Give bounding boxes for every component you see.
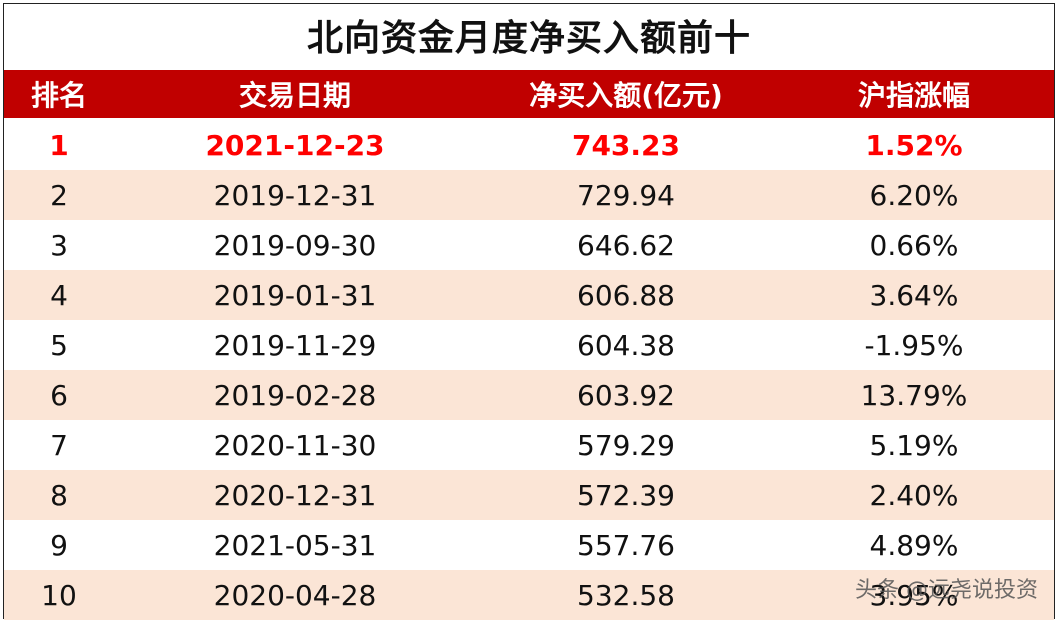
change-cell: 2.40%: [869, 478, 959, 512]
table-row: 1 2021-12-23 743.23 1.52%: [4, 120, 1054, 170]
table-frame: 北向资金月度净买入额前十 排名 交易日期 净买入额(亿元) 沪指涨幅 1 202…: [3, 3, 1055, 620]
rank-cell: 7: [50, 428, 68, 462]
rank-cell: 1: [49, 128, 69, 162]
change-cell: 3.95%: [869, 578, 959, 612]
table-row: 8 2020-12-31 572.39 2.40%: [4, 470, 1054, 520]
rank-cell: 3: [50, 228, 68, 262]
date-cell: 2019-01-31: [213, 278, 377, 312]
rank-cell: 2: [50, 178, 68, 212]
table-row: 6 2019-02-28 603.92 13.79%: [4, 370, 1054, 420]
header-row: 排名 交易日期 净买入额(亿元) 沪指涨幅: [4, 70, 1054, 118]
date-cell: 2019-12-31: [213, 178, 377, 212]
change-cell: -1.95%: [864, 328, 964, 362]
date-cell: 2019-09-30: [213, 228, 377, 262]
rank-cell: 6: [50, 378, 68, 412]
amount-cell: 604.38: [577, 328, 675, 362]
table-row: 5 2019-11-29 604.38 -1.95%: [4, 320, 1054, 370]
amount-cell: 743.23: [571, 128, 681, 162]
rank-cell: 9: [50, 528, 68, 562]
watermark: 头条 @远尧说投资: [855, 578, 1038, 603]
date-cell: 2020-04-28: [213, 578, 377, 612]
date-cell: 2020-11-30: [213, 428, 377, 462]
change-cell: 6.20%: [869, 178, 959, 212]
table-row: 9 2021-05-31 557.76 4.89%: [4, 520, 1054, 570]
header-change: 沪指涨幅: [857, 79, 970, 112]
amount-cell: 532.58: [577, 578, 675, 612]
change-cell: 3.64%: [869, 278, 959, 312]
date-cell: 2020-12-31: [213, 478, 377, 512]
table-row: 4 2019-01-31 606.88 3.64%: [4, 270, 1054, 320]
rank-cell: 4: [50, 278, 68, 312]
table-title: 北向资金月度净买入额前十: [306, 18, 751, 59]
amount-cell: 606.88: [577, 278, 675, 312]
header-rank: 排名: [30, 79, 87, 112]
amount-cell: 603.92: [577, 378, 675, 412]
date-cell: 2021-12-23: [205, 128, 385, 162]
amount-cell: 579.29: [577, 428, 675, 462]
amount-cell: 729.94: [577, 178, 675, 212]
rank-cell: 10: [41, 578, 77, 612]
amount-cell: 572.39: [577, 478, 675, 512]
date-cell: 2019-02-28: [213, 378, 377, 412]
table-row: 2 2019-12-31 729.94 6.20%: [4, 170, 1054, 220]
change-cell: 1.52%: [865, 128, 963, 162]
amount-cell: 646.62: [577, 228, 675, 262]
date-cell: 2021-05-31: [213, 528, 377, 562]
header-date: 交易日期: [238, 79, 351, 112]
amount-cell: 557.76: [577, 528, 675, 562]
rank-cell: 5: [50, 328, 68, 362]
table-row: 3 2019-09-30 646.62 0.66%: [4, 220, 1054, 270]
date-cell: 2019-11-29: [213, 328, 377, 362]
table-row: 10 2020-04-28 532.58 3.95%: [4, 570, 1054, 620]
table-row: 7 2020-11-30 579.29 5.19%: [4, 420, 1054, 470]
change-cell: 4.89%: [869, 528, 959, 562]
change-cell: 5.19%: [869, 428, 959, 462]
change-cell: 0.66%: [869, 228, 959, 262]
rank-cell: 8: [50, 478, 68, 512]
change-cell: 13.79%: [860, 378, 968, 412]
header-amount: 净买入额(亿元): [529, 79, 723, 112]
